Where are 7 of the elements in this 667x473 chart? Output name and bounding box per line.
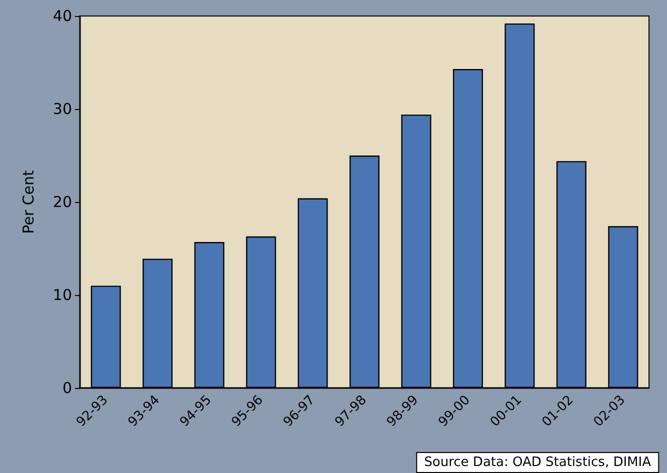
y-tick-label: 30 xyxy=(52,100,72,118)
y-axis-title: Per Cent xyxy=(20,170,38,234)
source-note: Source Data: OAD Statistics, DIMIA xyxy=(424,455,652,470)
y-tick-label: 10 xyxy=(52,286,72,304)
y-tick-label: 0 xyxy=(62,379,72,397)
y-tick-label: 20 xyxy=(52,193,72,211)
y-tick-label: 40 xyxy=(52,7,72,25)
